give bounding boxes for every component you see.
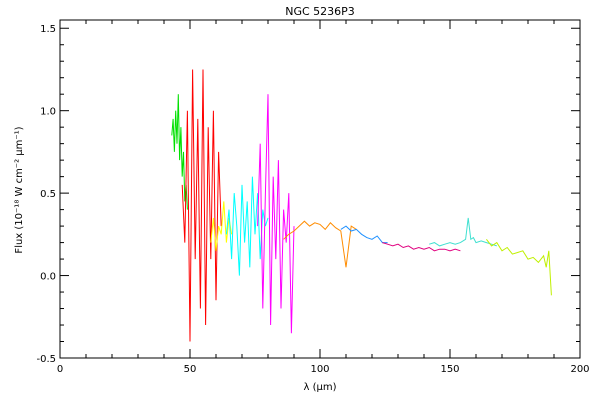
y-tick-label: 0.0	[40, 272, 56, 283]
x-tick-label: 200	[570, 364, 589, 375]
series-line-7	[340, 225, 388, 244]
series-line-8	[382, 242, 461, 252]
series-group	[171, 69, 552, 342]
y-tick-label: 0.5	[40, 189, 56, 200]
y-axis-ticks: -0.5 0.0 0.5 1.0 1.5	[36, 24, 580, 365]
series-line-3	[210, 201, 233, 251]
series-line-2	[181, 69, 222, 342]
series-line-9	[429, 217, 497, 247]
x-tick-label: 0	[57, 364, 63, 375]
x-axis-title: λ (μm)	[303, 382, 336, 393]
y-tick-label: -0.5	[36, 354, 56, 365]
x-tick-label: 100	[310, 364, 329, 375]
x-tick-label: 50	[184, 364, 197, 375]
y-tick-label: 1.0	[40, 107, 56, 118]
series-line-4	[225, 176, 269, 276]
series-line-10	[486, 238, 552, 296]
plot-frame	[59, 19, 581, 359]
x-tick-label: 150	[440, 364, 459, 375]
y-axis-title: Flux (10⁻¹⁸ W cm⁻² μm⁻¹)	[14, 126, 25, 253]
x-axis-ticks: 0 50 100 150 200	[57, 20, 590, 375]
series-line-1	[171, 94, 188, 210]
series-line-6	[283, 220, 357, 268]
chart-title: NGC 5236P3	[285, 5, 355, 18]
y-tick-label: 1.5	[40, 24, 56, 35]
series-line-5	[257, 94, 295, 334]
